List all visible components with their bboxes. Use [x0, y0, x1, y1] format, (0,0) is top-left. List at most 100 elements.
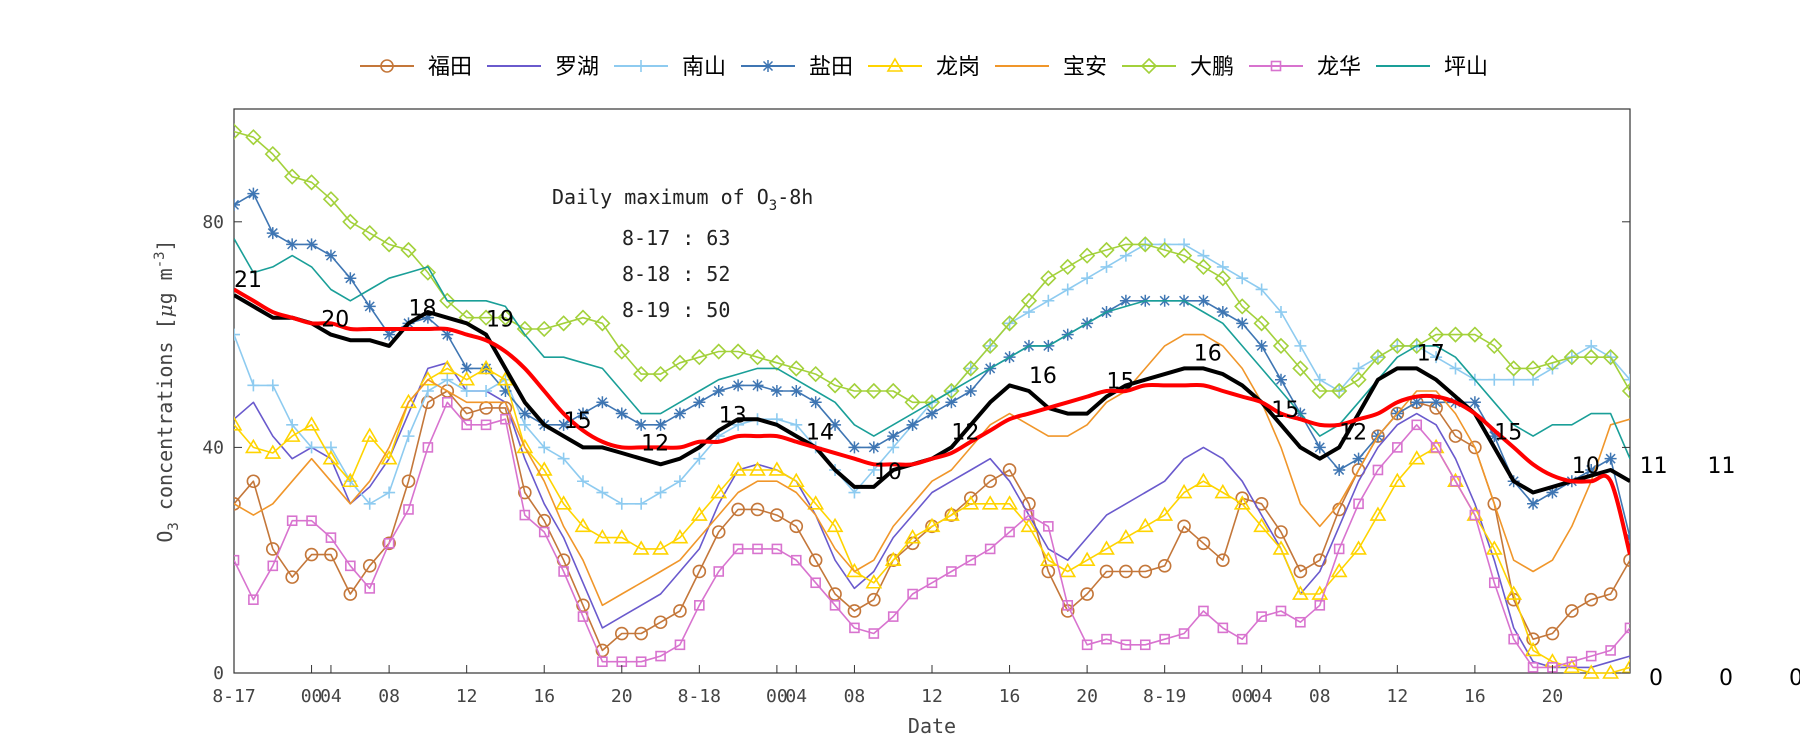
- y-tick-label: 40: [202, 437, 224, 458]
- data-point: [632, 540, 650, 555]
- annotation-title-part: Daily maximum of O: [552, 185, 769, 209]
- data-point: [441, 396, 453, 408]
- data-point: [1508, 633, 1519, 645]
- x-tick-label: 20: [611, 686, 633, 707]
- legend-item: 南山: [614, 55, 726, 80]
- y-axis-title: O3 concentrations [μg m-3]: [152, 239, 182, 542]
- daily-value-label: 20: [321, 308, 349, 333]
- data-point: [1236, 272, 1249, 285]
- legend-marker: [886, 57, 904, 72]
- data-point: [1468, 396, 1481, 409]
- data-point: [865, 574, 883, 589]
- data-point: [535, 461, 553, 476]
- data-point: [654, 486, 667, 499]
- series-line: [234, 287, 1630, 556]
- data-point: [1350, 540, 1367, 555]
- data-point: [286, 238, 299, 251]
- data-point: [868, 628, 880, 639]
- x-tick-label: 20: [1542, 686, 1564, 707]
- data-point: [1136, 517, 1154, 533]
- data-point: [1175, 247, 1193, 264]
- data-point: [1040, 270, 1057, 287]
- data-point: [807, 365, 824, 383]
- data-point: [962, 360, 979, 377]
- data-point: [1469, 509, 1481, 521]
- data-point: [1059, 258, 1076, 276]
- data-point: [557, 452, 570, 465]
- y-axis-title-part: g m: [153, 268, 177, 304]
- data-point: [480, 419, 492, 431]
- data-point: [234, 416, 243, 431]
- data-point: [1447, 326, 1464, 343]
- series-龙华: [234, 396, 1630, 673]
- x-tick-label: 16: [999, 686, 1021, 707]
- data-point: [654, 418, 667, 431]
- data-point: [1043, 521, 1054, 532]
- data-point: [846, 382, 863, 400]
- data-point: [266, 379, 279, 392]
- data-point: [1214, 270, 1231, 287]
- data-point: [809, 396, 822, 409]
- data-point: [732, 379, 745, 392]
- data-point: [1158, 238, 1171, 251]
- data-point: [942, 506, 960, 521]
- data-point: [790, 554, 802, 566]
- x-tick-label: 8-18: [678, 686, 721, 707]
- data-point: [264, 145, 281, 163]
- data-point: [1524, 360, 1542, 377]
- data-point: [1195, 258, 1212, 276]
- data-point: [516, 438, 534, 454]
- data-point: [887, 430, 900, 443]
- data-point: [1062, 600, 1074, 611]
- data-point: [477, 309, 495, 326]
- daily-value-label: 15: [564, 409, 592, 434]
- data-point: [710, 483, 728, 499]
- annotation-title-part: -8h: [777, 185, 813, 209]
- data-point: [1408, 337, 1425, 355]
- data-point: [712, 385, 725, 397]
- daily-value-labels: 21 20 18 19 15 12 13 14 10 12 16 15 16 15 12 17 15 10 11 11: [234, 268, 1736, 485]
- data-point: [1621, 658, 1630, 674]
- data-point: [458, 371, 476, 386]
- data-point: [264, 444, 282, 459]
- data-point: [749, 461, 766, 476]
- data-point: [652, 540, 669, 555]
- data-point: [1198, 605, 1209, 617]
- data-point: [382, 536, 396, 551]
- data-point: [343, 587, 358, 601]
- annotation-title-part: 3: [769, 198, 777, 214]
- series-line: [234, 238, 1630, 460]
- data-point: [751, 379, 764, 392]
- data-point: [322, 450, 340, 465]
- data-point: [829, 600, 841, 611]
- data-point: [965, 554, 977, 566]
- y-axis-title-part: ]: [153, 239, 177, 251]
- x-tick-label: 20: [1076, 686, 1098, 707]
- data-point: [1388, 472, 1406, 488]
- legend-marker: [1140, 57, 1158, 75]
- data-point: [555, 495, 573, 510]
- legend-marker: [380, 59, 394, 73]
- series-line: [234, 367, 1630, 674]
- data-point: [635, 418, 648, 431]
- data-point: [322, 191, 340, 208]
- x-tick-label: 04: [320, 686, 342, 707]
- data-point: [1527, 662, 1539, 673]
- data-point: [1450, 475, 1461, 487]
- data-point: [829, 418, 842, 431]
- daily-value-label: 21: [234, 268, 262, 293]
- data-point: [1120, 639, 1132, 651]
- data-point: [497, 371, 514, 386]
- data-point: [1488, 373, 1501, 386]
- daily-value-label: 16: [1194, 341, 1222, 366]
- y-axis-title-part: -3: [152, 251, 168, 268]
- data-point: [555, 315, 572, 332]
- data-point: [1584, 592, 1599, 607]
- data-point: [344, 272, 357, 285]
- data-point: [946, 566, 957, 577]
- x-tick-label: 8-17: [212, 686, 255, 707]
- data-point: [248, 594, 259, 605]
- data-point: [244, 438, 262, 454]
- data-point: [1061, 283, 1074, 296]
- data-point: [460, 362, 473, 375]
